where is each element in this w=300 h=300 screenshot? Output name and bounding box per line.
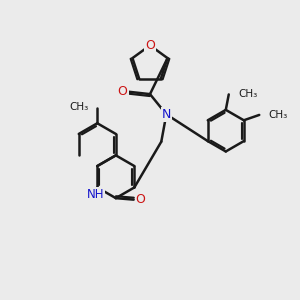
Text: CH₃: CH₃ [69, 102, 88, 112]
Text: O: O [118, 85, 128, 98]
Text: CH₃: CH₃ [269, 110, 288, 120]
Text: N: N [162, 108, 171, 121]
Text: O: O [145, 39, 155, 52]
Text: CH₃: CH₃ [238, 89, 257, 99]
Text: O: O [136, 193, 146, 206]
Text: NH: NH [87, 188, 105, 201]
